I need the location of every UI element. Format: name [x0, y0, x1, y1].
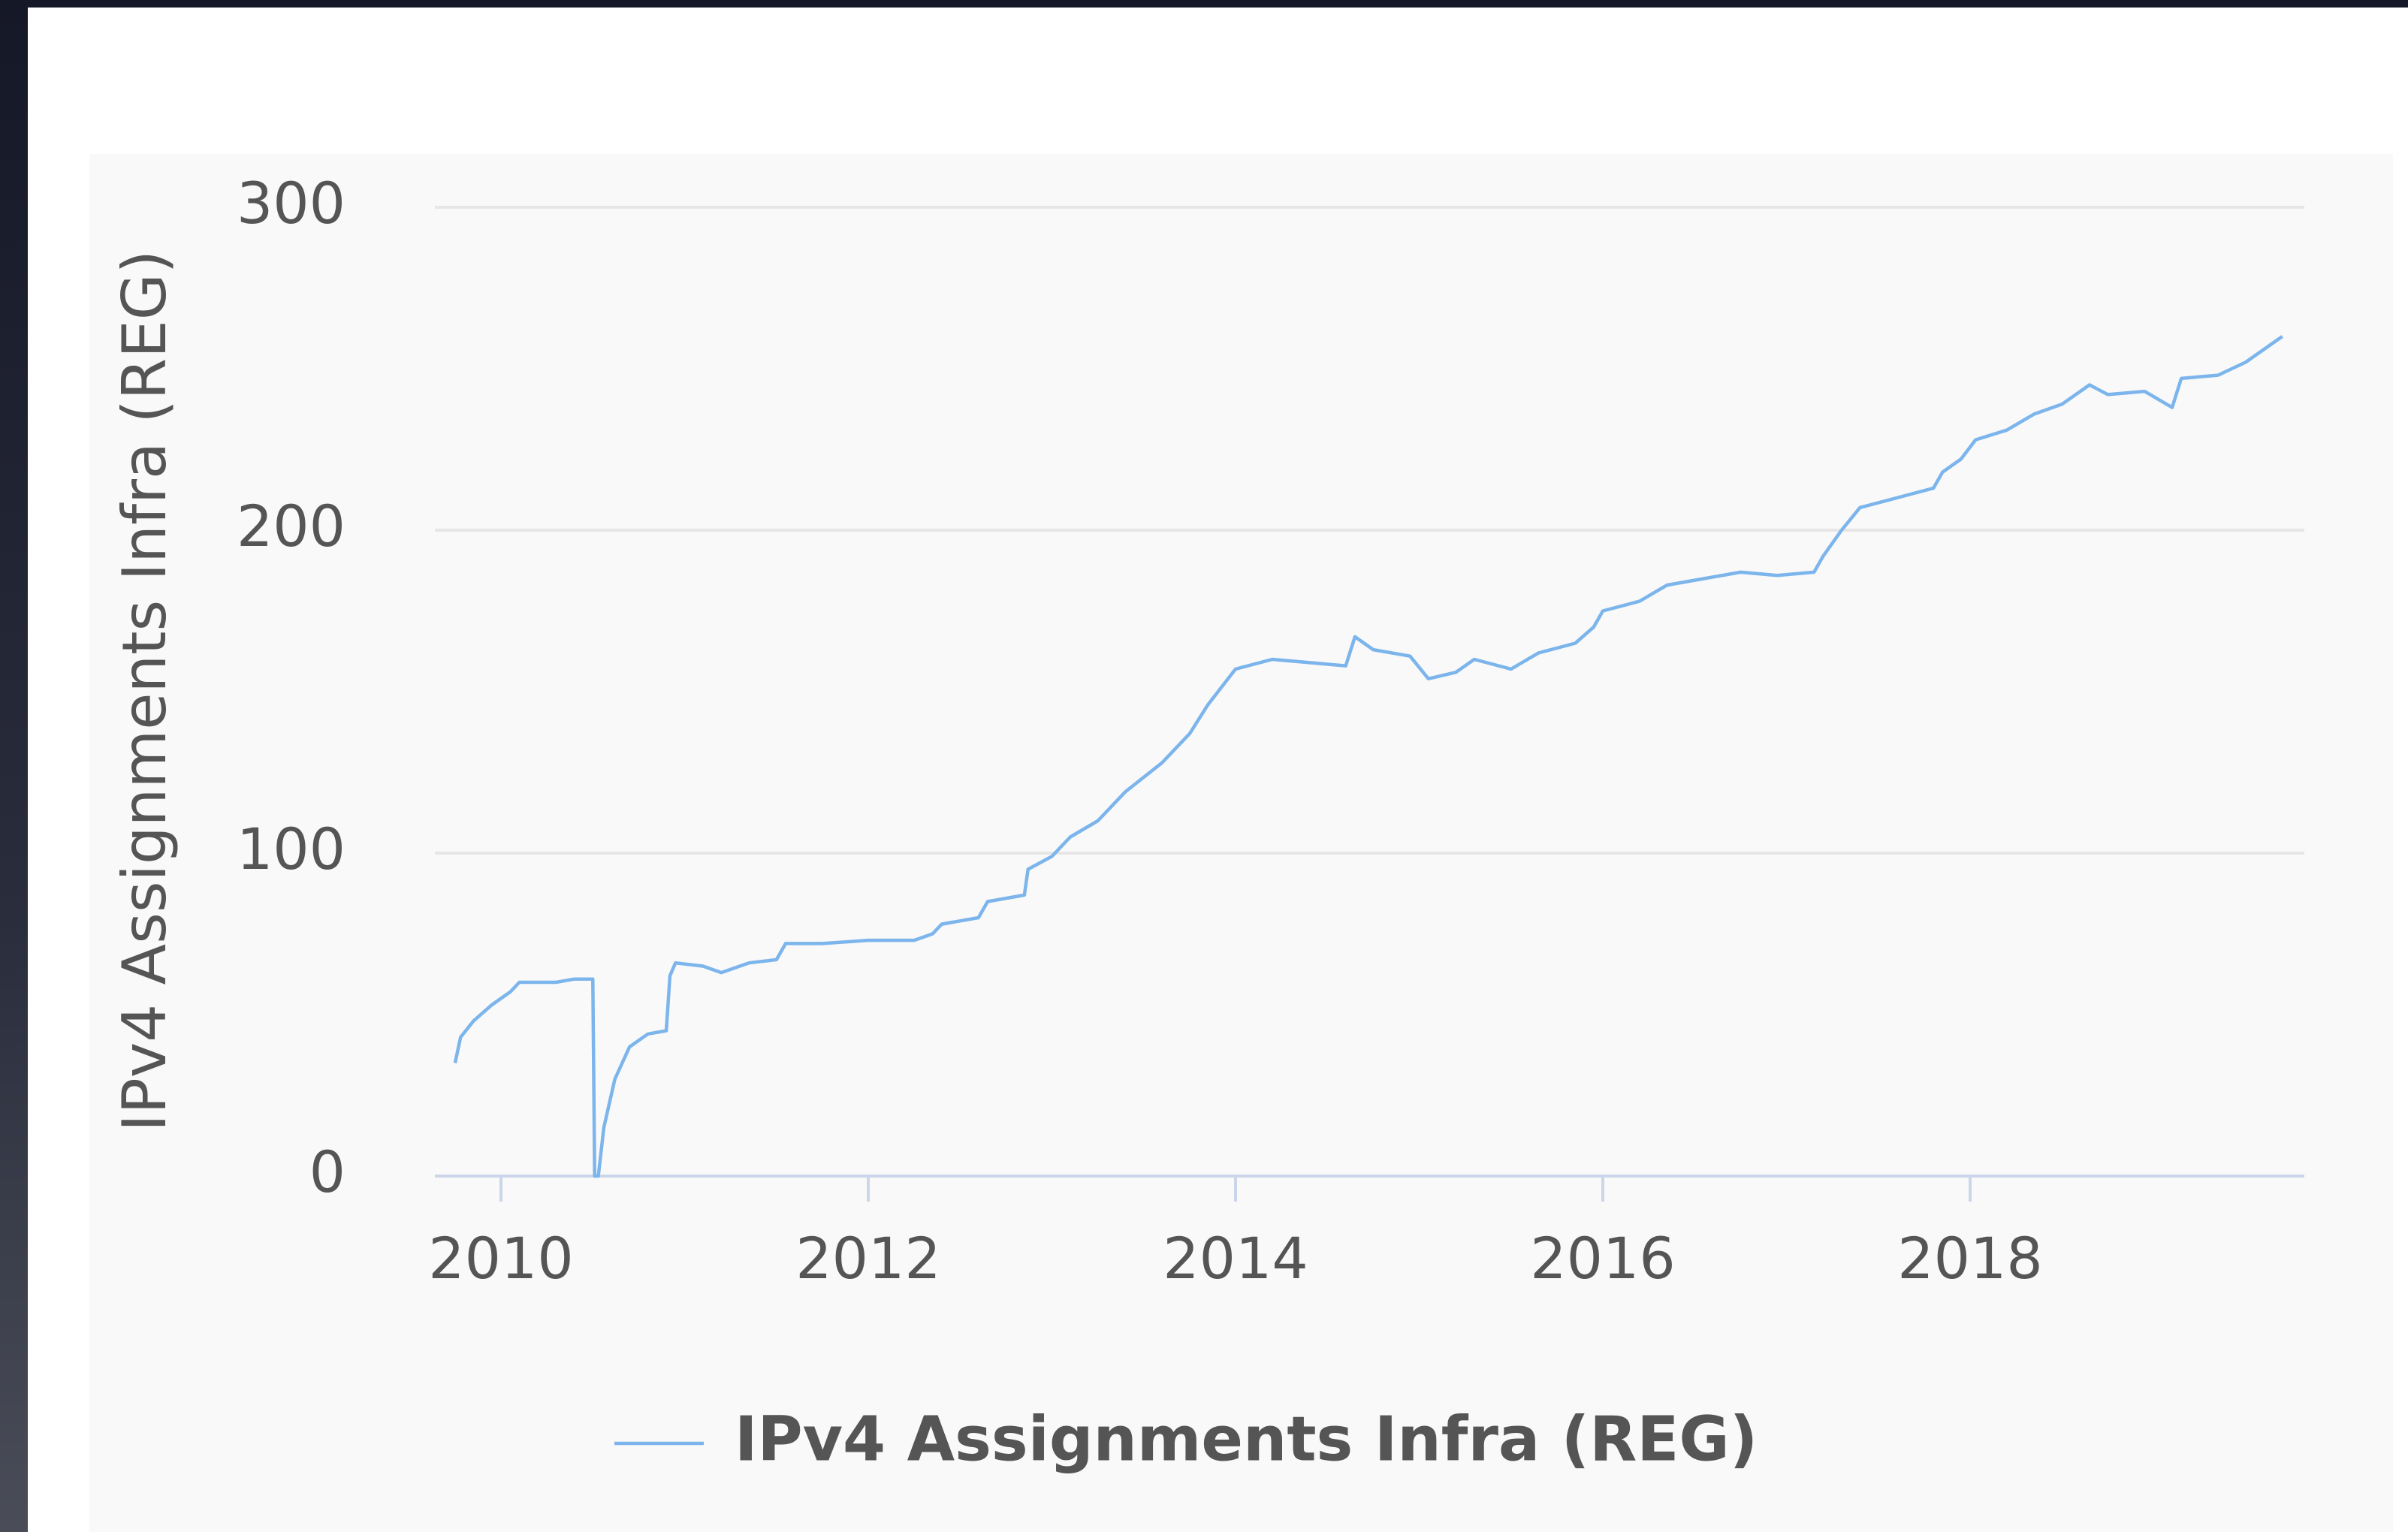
y-tick-label: 300 [237, 170, 346, 237]
legend-label: IPv4 Assignments Infra (REG) [735, 1404, 1758, 1475]
x-tick-label: 2012 [795, 1225, 940, 1292]
y-tick-label: 100 [237, 816, 346, 882]
x-tick-label: 2010 [428, 1225, 573, 1292]
y-tick-label: 200 [237, 493, 346, 559]
y-tick-label: 0 [309, 1138, 346, 1205]
y-axis-title: IPv4 Assignments Infra (REG) [110, 250, 180, 1132]
series-line [453, 335, 2283, 1178]
x-tick-label: 2014 [1163, 1225, 1308, 1292]
x-tick-label: 2016 [1530, 1225, 1675, 1292]
x-tick-label: 2018 [1897, 1225, 2042, 1292]
plot-background [89, 154, 2393, 1532]
